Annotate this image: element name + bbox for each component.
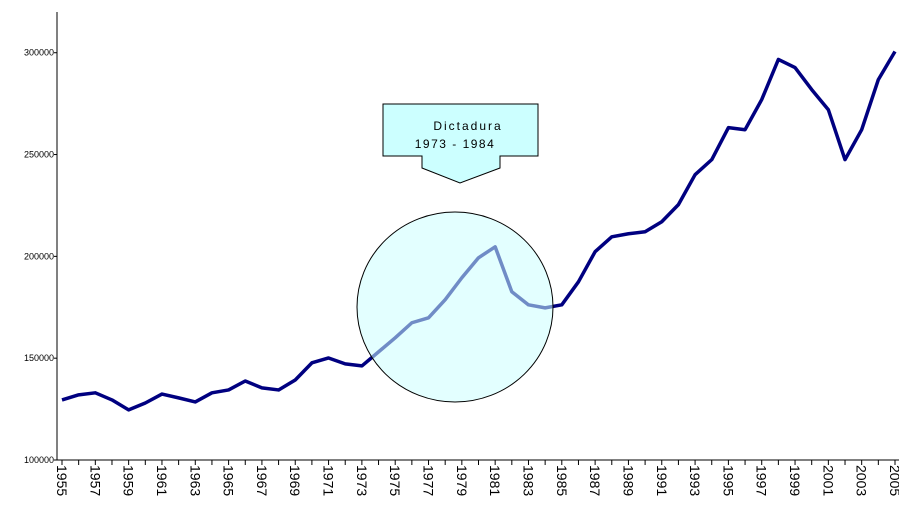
x-tick-label: 1969: [287, 465, 303, 496]
x-tick-label: 1985: [554, 465, 570, 496]
x-tick-label: 1959: [121, 465, 137, 496]
x-tick-label: 1983: [520, 465, 536, 496]
x-tick-label: 1991: [654, 465, 670, 496]
y-tick-label: 250000: [24, 150, 54, 160]
x-tick-label: 1973: [354, 465, 370, 496]
annotation-line: Dictadura: [433, 119, 502, 133]
y-tick-label: 300000: [24, 48, 54, 58]
x-tick-label: 1989: [620, 465, 636, 496]
y-tick-label: 100000: [24, 455, 54, 465]
x-tick-label: 1981: [487, 465, 503, 496]
x-tick-label: 1955: [54, 465, 70, 496]
x-tick-label: 1995: [720, 465, 736, 496]
y-tick-label: 150000: [24, 353, 54, 363]
x-tick-label: 1965: [221, 465, 237, 496]
x-tick-label: 1971: [321, 465, 337, 496]
highlight-circle: [356, 211, 554, 403]
annotation-line: 1973 - 1984: [415, 137, 496, 151]
x-tick-label: 1957: [87, 465, 103, 496]
x-tick-label: 1977: [421, 465, 437, 496]
x-tick-label: 1979: [454, 465, 470, 496]
x-tick-label: 1975: [387, 465, 403, 496]
y-tick-label: 200000: [24, 251, 54, 261]
x-tick-label: 2003: [854, 465, 870, 496]
x-tick-label: 1997: [754, 465, 770, 496]
x-tick-label: 1993: [687, 465, 703, 496]
x-tick-label: 1961: [154, 465, 170, 496]
x-tick-label: 1999: [787, 465, 803, 496]
x-tick-label: 1967: [254, 465, 270, 496]
callout-arrow: [382, 103, 539, 184]
x-tick-label: 1987: [587, 465, 603, 496]
x-tick-label: 2001: [820, 465, 836, 496]
x-tick-label: 2005: [887, 465, 899, 496]
x-tick-label: 1963: [187, 465, 203, 496]
